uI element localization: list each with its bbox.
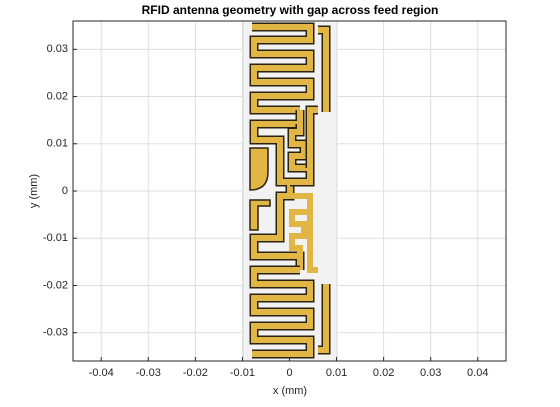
x-tick-label: 0.03 [420,367,441,379]
y-tick-label: 0.01 [47,138,68,150]
feed-pad [249,147,269,191]
top-meander [249,22,331,115]
y-tick-label: -0.01 [43,232,68,244]
x-tick-label: 0.04 [467,367,488,379]
x-tick-label: -0.01 [230,367,255,379]
x-tick-label: -0.03 [136,367,161,379]
middle-loops [249,105,318,273]
x-axis-label: x (mm) [273,385,307,397]
y-tick-label: -0.03 [43,327,68,339]
bottom-meander [249,265,331,359]
x-tick-label: -0.02 [183,367,208,379]
antenna [242,20,338,362]
y-tick-label: -0.02 [43,279,68,291]
chart-title: RFID antenna geometry with gap across fe… [142,3,439,17]
x-tick-label: 0 [286,367,292,379]
y-tick-label: 0 [62,185,68,197]
x-tick-label: 0.02 [373,367,394,379]
y-tick-label: 0.02 [47,90,68,102]
y-axis-label: y (mm) [28,174,40,208]
y-tick-label: 0.03 [47,43,68,55]
x-tick-label: 0.01 [326,367,347,379]
feed-pad [249,199,271,231]
x-tick-label: -0.04 [89,367,114,379]
